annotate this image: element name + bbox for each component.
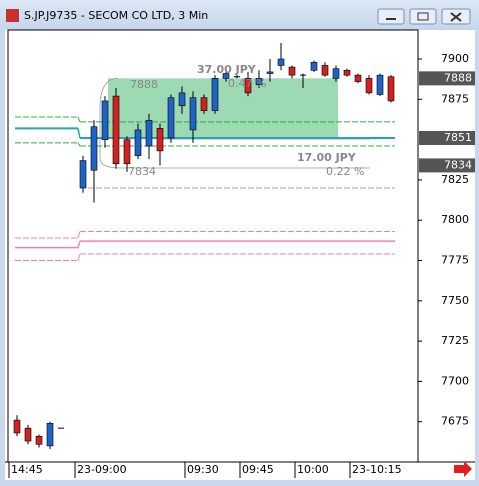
x-tick-label: 09:30 [187, 463, 219, 476]
candle-body [123, 139, 131, 165]
price-badge-label: 7834 [444, 158, 472, 171]
candle-body [101, 100, 109, 140]
annotation: 17.00 JPY [297, 151, 357, 164]
x-tick-label: 23-10:15 [352, 463, 402, 476]
x-tick-label: 10:00 [297, 463, 329, 476]
minimize-icon [386, 18, 396, 20]
y-tick-label: 7900 [441, 52, 469, 65]
candle-body [167, 97, 175, 139]
price-badge [419, 71, 475, 86]
candle-body [222, 73, 230, 79]
candle-body [90, 126, 98, 171]
candle-body [178, 92, 186, 107]
candle-body [46, 423, 54, 447]
candle-body [13, 419, 21, 434]
candle-body [145, 119, 153, 147]
candle-body [211, 78, 219, 111]
candle-body [189, 97, 197, 131]
candle-body [156, 128, 164, 152]
annotation: 0.47 % [228, 77, 266, 90]
maximize-button[interactable] [409, 8, 437, 25]
annotation: 7888 [130, 78, 158, 91]
x-tick-label: 09:45 [242, 463, 274, 476]
candle-body [332, 68, 340, 79]
candle-body [321, 65, 329, 76]
candle-body [255, 78, 263, 86]
indicator-step [77, 231, 81, 239]
price-badge-label: 7888 [444, 71, 472, 84]
candle-body [365, 78, 373, 94]
candle-body [79, 160, 87, 189]
price-badge [419, 131, 475, 145]
measure-bracket [99, 77, 370, 169]
candle-body [376, 74, 384, 95]
indicator-step [77, 128, 81, 139]
y-tick-label: 7675 [441, 415, 469, 428]
candle-body [24, 427, 32, 442]
minimize-button[interactable] [377, 8, 405, 25]
candle-body [35, 435, 43, 445]
candle-body [112, 95, 120, 165]
close-icon [450, 12, 462, 22]
candle-body [354, 74, 362, 82]
annotation: 7834 [128, 165, 156, 178]
x-tick-label: 14:45 [11, 463, 43, 476]
window-title: S.JP.J9735 - SECOM CO LTD, 3 Min [24, 9, 208, 22]
scroll-arrow[interactable] [454, 461, 472, 477]
candle-body [310, 61, 318, 71]
candle-body [387, 76, 395, 102]
annotation: 37.00 JPY [197, 63, 257, 76]
candle-body [244, 78, 252, 94]
candle-body [266, 71, 274, 74]
y-tick-label: 7825 [441, 173, 469, 186]
y-tick-label: 7875 [441, 92, 469, 105]
y-tick-label: 7800 [441, 213, 469, 226]
y-tick-label: 7700 [441, 374, 469, 387]
annotation: 0.22 % [326, 165, 364, 178]
app-icon [6, 9, 19, 22]
price-badge [419, 158, 475, 173]
x-tick-label: 23-09:00 [77, 463, 127, 476]
candle-body [134, 129, 142, 157]
candle-body [200, 97, 208, 111]
indicator-step [77, 116, 81, 123]
price-badge-label: 7851 [444, 131, 472, 144]
y-tick-label: 7750 [441, 294, 469, 307]
candle-body [343, 69, 351, 76]
candle-body [288, 66, 296, 76]
indicator-step [77, 240, 81, 248]
y-tick-label: 7725 [441, 334, 469, 347]
y-tick-label: 7775 [441, 254, 469, 267]
maximize-icon [417, 12, 429, 21]
indicator-step [77, 142, 81, 147]
indicator-step [77, 253, 81, 261]
candle-body [277, 58, 285, 66]
